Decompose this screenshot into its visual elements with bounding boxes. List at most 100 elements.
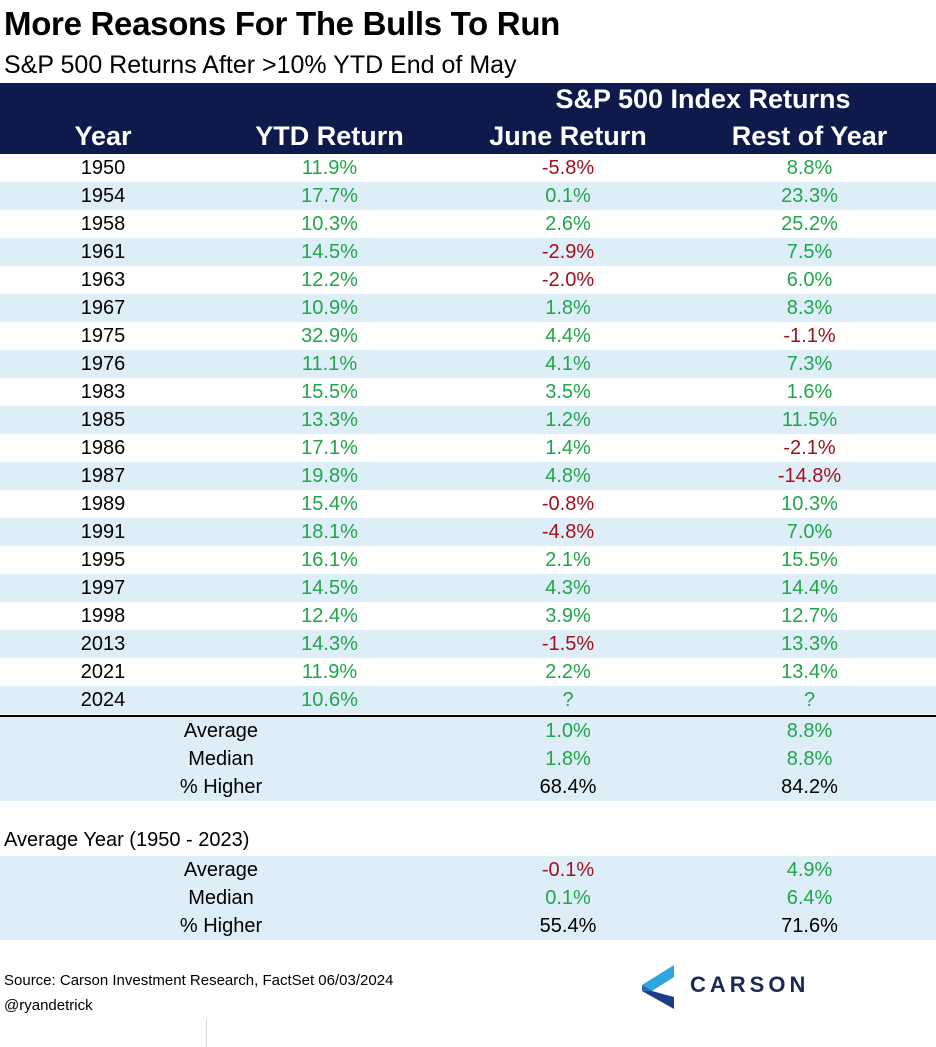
cell-rest-of-year: 1.6% [786,381,833,403]
average-year-rest-of-year-value: 6.4% [786,887,833,909]
summary-divider [0,715,936,717]
table-row: 1985 13.3% 1.2% 11.5% [0,406,936,434]
cell-rest-of-year: 10.3% [781,493,838,515]
average-year-label: Average [183,859,259,881]
cell-june-return: 4.3% [545,577,591,599]
cell-ytd-return: 10.6% [301,689,358,711]
cell-rest-of-year: 15.5% [781,549,838,571]
cell-rest-of-year: 7.5% [786,241,833,263]
average-year-row: % Higher 55.4% 71.6% [0,912,936,940]
cell-june-return: 1.8% [545,297,591,319]
cell-rest-of-year: 13.3% [781,633,838,655]
table-row: 1958 10.3% 2.6% 25.2% [0,210,936,238]
average-year-june-value: -0.1% [541,859,595,881]
cell-rest-of-year: 23.3% [781,185,838,207]
table-row: 2021 11.9% 2.2% 13.4% [0,658,936,686]
cell-ytd-return: 14.5% [301,577,358,599]
table-row: 1976 11.1% 4.1% 7.3% [0,350,936,378]
cell-rest-of-year: 8.3% [786,297,833,319]
cell-ytd-return: 18.1% [301,521,358,543]
cell-june-return: 2.6% [545,213,591,235]
cell-ytd-return: 16.1% [301,549,358,571]
cell-year: 1991 [80,521,126,543]
column-header-year: Year [74,121,132,151]
cell-june-return: -1.5% [541,633,595,655]
table-row: 2024 10.6%?? [0,686,936,714]
cell-june-return: 3.5% [545,381,591,403]
table-row: 1950 11.9% -5.8% 8.8% [0,154,936,182]
cell-rest-of-year: 7.3% [786,353,833,375]
table-row: 1987 19.8% 4.8% -14.8% [0,462,936,490]
cell-june-return: -0.8% [541,493,595,515]
cell-year: 1967 [80,297,126,319]
cell-year: 2013 [80,633,126,655]
cell-june-return: 4.1% [545,353,591,375]
author-handle: @ryandetrick [4,997,93,1014]
cell-ytd-return: 12.4% [301,605,358,627]
cell-year: 1950 [80,157,126,179]
cell-year: 1961 [80,241,126,263]
cell-ytd-return: 32.9% [301,325,358,347]
cell-ytd-return: 14.5% [301,241,358,263]
table-row: 1983 15.5% 3.5% 1.6% [0,378,936,406]
cell-june-return: ? [562,689,574,711]
cell-rest-of-year: ? [803,689,816,711]
table-row: 1995 16.1% 2.1% 15.5% [0,546,936,574]
logo-wordmark: CARSON [690,972,810,997]
summary-june-value: 68.4% [539,776,597,798]
average-year-rest-of-year-value: 71.6% [781,915,838,937]
cell-ytd-return: 14.3% [301,633,358,655]
average-year-rest-of-year-value: 4.9% [786,859,833,881]
summary-row: Median 1.8% 8.8% [0,745,936,773]
table-row: 1975 32.9% 4.4% -1.1% [0,322,936,350]
summary-row: Average 1.0% 8.8% [0,717,936,745]
cell-ytd-return: 10.3% [301,213,358,235]
column-header-ytd-return: YTD Return [255,121,404,151]
chart-subtitle: S&P 500 Returns After >10% YTD End of Ma… [4,51,517,79]
cell-june-return: 4.4% [545,325,591,347]
cell-ytd-return: 11.9% [301,157,358,179]
carson-logo: CARSON [638,965,838,1009]
average-year-row: Average -0.1% 4.9% [0,856,936,884]
cell-ytd-return: 10.9% [301,297,358,319]
cell-rest-of-year: 7.0% [786,521,833,543]
cell-year: 1976 [80,353,126,375]
cell-ytd-return: 11.1% [301,353,358,375]
table-row: 2013 14.3% -1.5% 13.3% [0,630,936,658]
average-year-title: Average Year (1950 - 2023) [4,829,250,851]
cell-year: 1983 [80,381,126,403]
group-header-label: S&P 500 Index Returns [555,84,851,114]
cell-year: 1975 [80,325,126,347]
summary-june-value: 1.8% [545,748,591,770]
cell-june-return: 0.1% [545,185,591,207]
table-row: 1998 12.4% 3.9% 12.7% [0,602,936,630]
cell-year: 2021 [80,661,126,683]
cell-rest-of-year: 6.0% [786,269,833,291]
cell-ytd-return: 19.8% [301,465,358,487]
table-row: 1991 18.1% -4.8% 7.0% [0,518,936,546]
cell-ytd-return: 15.5% [301,381,358,403]
cell-june-return: -5.8% [541,157,595,179]
cell-rest-of-year: 11.5% [781,409,838,431]
table-row: 1986 17.1% 1.4% -2.1% [0,434,936,462]
average-year-label: Median [188,887,254,909]
cell-june-return: 1.2% [545,409,591,431]
cell-june-return: 3.9% [545,605,591,627]
cell-rest-of-year: 12.7% [781,605,838,627]
cell-rest-of-year: 13.4% [781,661,838,683]
cell-year: 1963 [80,269,126,291]
cell-ytd-return: 17.1% [301,437,358,459]
carson-chevron-icon [642,965,674,1009]
summary-rest-of-year-value: 8.8% [786,748,833,770]
chart-title: More Reasons For The Bulls To Run [4,5,561,42]
cell-year: 1987 [80,465,126,487]
cell-year: 1989 [80,493,126,515]
average-year-section: Average -0.1% 4.9% Median 0.1% 6.4% % Higher 55… [0,856,936,940]
summary-section: Average 1.0% 8.8% Median 1.8% 8.8% % Higher 68.… [0,717,936,801]
table-header: S&P 500 Index Returns Year YTD Return Ju… [0,83,936,154]
cell-year: 1995 [80,549,126,571]
cell-june-return: 2.2% [545,661,591,683]
summary-label: Median [188,748,254,770]
cell-ytd-return: 17.7% [301,185,358,207]
cell-june-return: -2.9% [541,241,595,263]
